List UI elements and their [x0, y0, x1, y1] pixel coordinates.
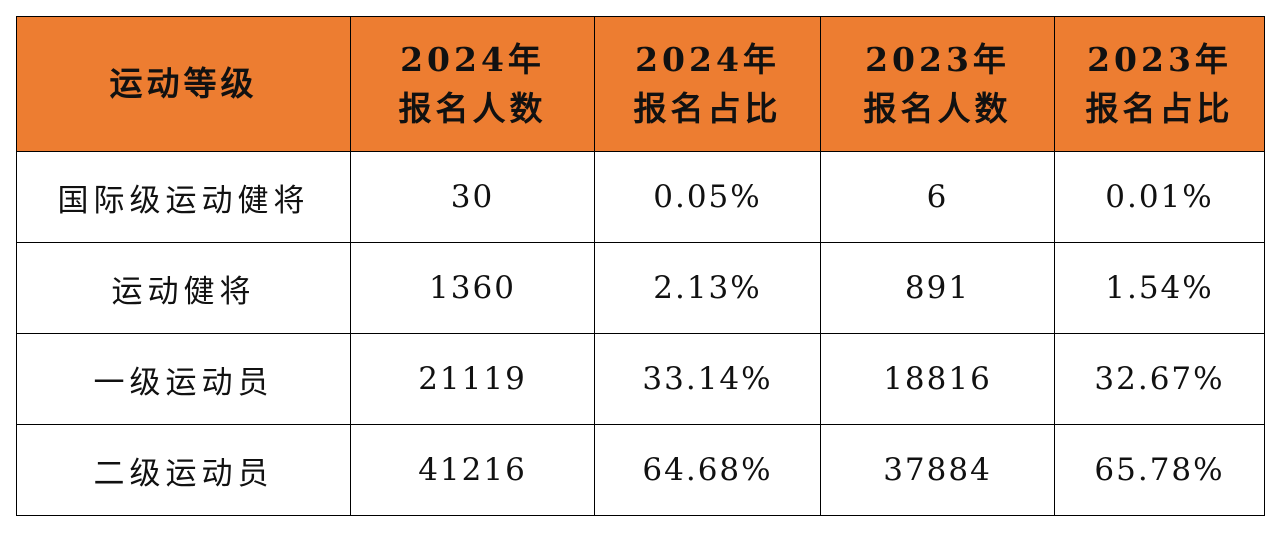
cell-level: 国际级运动健将 — [16, 151, 351, 243]
header-share-2023: 2023年 报名占比 — [1054, 16, 1265, 152]
cell-share-2024: 64.68% — [594, 424, 821, 516]
table-row: 国际级运动健将 30 0.05% 6 0.01% — [16, 151, 1265, 243]
cell-share-2023: 0.01% — [1054, 151, 1265, 243]
cell-level: 二级运动员 — [16, 424, 351, 516]
table-row: 运动健将 1360 2.13% 891 1.54% — [16, 242, 1265, 334]
header-row: 运动等级 2024年 报名人数 2024年 报名占比 2023年 报名人数 20… — [16, 16, 1265, 152]
cell-level: 运动健将 — [16, 242, 351, 334]
table-row: 二级运动员 41216 64.68% 37884 65.78% — [16, 424, 1265, 516]
cell-share-2024: 33.14% — [594, 333, 821, 425]
header-share-2024: 2024年 报名占比 — [594, 16, 821, 152]
header-level: 运动等级 — [16, 16, 351, 152]
cell-count-2023: 18816 — [820, 333, 1055, 425]
cell-count-2023: 37884 — [820, 424, 1055, 516]
cell-count-2024: 41216 — [350, 424, 595, 516]
header-count-2023: 2023年 报名人数 — [820, 16, 1055, 152]
cell-share-2023: 65.78% — [1054, 424, 1265, 516]
cell-count-2023: 6 — [820, 151, 1055, 243]
cell-count-2024: 21119 — [350, 333, 595, 425]
cell-share-2023: 1.54% — [1054, 242, 1265, 334]
cell-level: 一级运动员 — [16, 333, 351, 425]
registration-table: 运动等级 2024年 报名人数 2024年 报名占比 2023年 报名人数 20… — [16, 16, 1265, 516]
header-count-2024: 2024年 报名人数 — [350, 16, 595, 152]
table-row: 一级运动员 21119 33.14% 18816 32.67% — [16, 333, 1265, 425]
cell-count-2024: 1360 — [350, 242, 595, 334]
cell-share-2024: 2.13% — [594, 242, 821, 334]
cell-share-2024: 0.05% — [594, 151, 821, 243]
cell-count-2024: 30 — [350, 151, 595, 243]
cell-share-2023: 32.67% — [1054, 333, 1265, 425]
cell-count-2023: 891 — [820, 242, 1055, 334]
